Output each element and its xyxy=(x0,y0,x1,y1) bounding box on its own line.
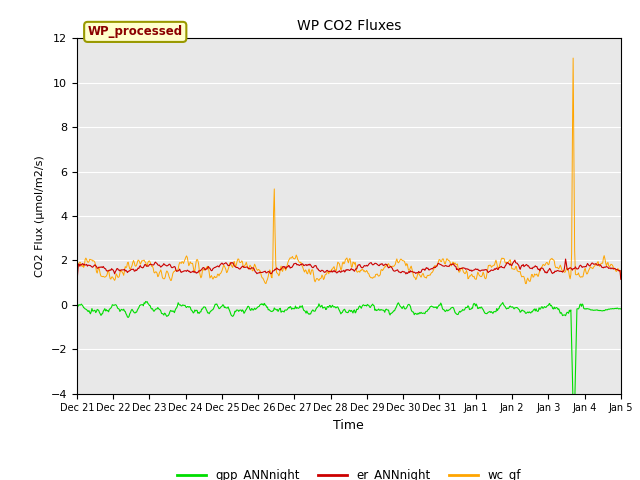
gpp_ANNnight xyxy=(223,305,231,311)
X-axis label: Time: Time xyxy=(333,419,364,432)
Y-axis label: CO2 Flux (μmol/m2/s): CO2 Flux (μmol/m2/s) xyxy=(35,155,45,277)
gpp_ANNnight xyxy=(570,406,577,411)
er_ANNnight xyxy=(415,268,422,274)
Line: er_ANNnight: er_ANNnight xyxy=(77,259,621,284)
wc_gf xyxy=(570,55,577,61)
gpp_ANNnight xyxy=(139,302,147,308)
Line: gpp_ANNnight: gpp_ANNnight xyxy=(77,301,621,408)
Text: WP_processed: WP_processed xyxy=(88,25,183,38)
Line: wc_gf: wc_gf xyxy=(77,58,621,290)
gpp_ANNnight xyxy=(431,305,439,311)
er_ANNnight xyxy=(83,262,90,267)
wc_gf xyxy=(83,257,90,263)
wc_gf xyxy=(415,271,422,277)
wc_gf xyxy=(73,287,81,293)
er_ANNnight xyxy=(431,264,438,270)
gpp_ANNnight xyxy=(83,307,90,312)
gpp_ANNnight xyxy=(195,310,202,315)
gpp_ANNnight xyxy=(73,303,81,309)
er_ANNnight xyxy=(139,265,147,271)
Title: WP CO2 Fluxes: WP CO2 Fluxes xyxy=(296,19,401,33)
wc_gf xyxy=(139,258,147,264)
gpp_ANNnight xyxy=(142,299,150,304)
er_ANNnight xyxy=(194,270,202,276)
Legend: gpp_ANNnight, er_ANNnight, wc_gf: gpp_ANNnight, er_ANNnight, wc_gf xyxy=(172,465,526,480)
gpp_ANNnight xyxy=(416,310,424,315)
wc_gf xyxy=(617,275,625,281)
er_ANNnight xyxy=(73,281,81,287)
wc_gf xyxy=(431,263,438,269)
er_ANNnight xyxy=(223,261,230,266)
wc_gf xyxy=(223,270,230,276)
wc_gf xyxy=(194,258,202,264)
er_ANNnight xyxy=(562,256,570,262)
er_ANNnight xyxy=(617,276,625,282)
gpp_ANNnight xyxy=(617,306,625,312)
